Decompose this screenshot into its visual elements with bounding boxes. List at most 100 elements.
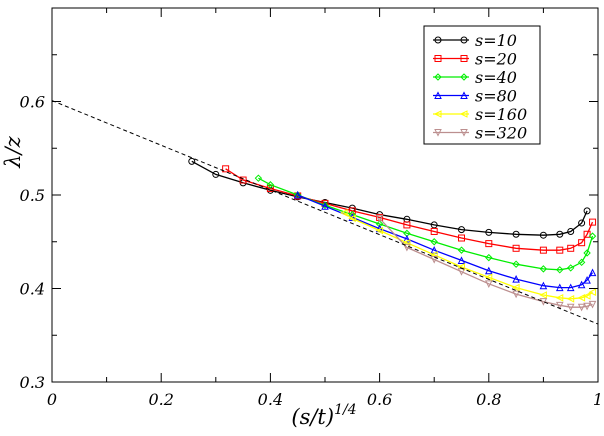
data-point [577,280,586,289]
plot-inner [52,100,598,325]
series-line [191,160,588,236]
legend-entry: s=320 [433,124,527,143]
legend-marker-start [434,129,442,137]
data-point [566,303,575,312]
data-point [403,243,411,252]
data-point [555,301,564,310]
data-point [485,228,493,236]
data-point [485,253,493,262]
data-point [375,220,384,228]
data-point [582,292,591,300]
x-axis-label-exponent: 1/4 [334,402,357,418]
x-axis-label: (s/t)1/4 [291,402,356,429]
y-tick-label: 0.3 [20,373,45,392]
y-tick-label: 0.5 [20,186,45,205]
data-point [583,230,591,238]
legend-label: s=80 [475,87,517,106]
data-point [566,283,575,292]
data-point [589,218,597,226]
data-point [293,190,302,199]
data-point [254,174,263,182]
data-point [403,221,411,229]
data-point [539,291,547,299]
data-point [375,226,384,235]
plot-area [52,100,598,325]
x-tick-label: 0.4 [258,390,283,409]
data-point [539,281,548,290]
data-point [566,264,575,272]
data-point [556,246,564,254]
data-point [577,258,586,267]
legend-marker-end [460,73,468,81]
y-axis-label: λ/z [1,135,25,168]
data-point [555,283,564,292]
data-point [430,238,438,246]
data-point [583,302,591,311]
legend-entry: s=10 [433,31,517,50]
data-point [588,300,597,309]
legend-marker-end [460,36,468,44]
legend-marker-end [459,110,468,118]
reference-dashed-line [52,100,598,325]
data-point [588,232,597,240]
data-point [578,219,586,227]
series-s=20 [222,165,597,254]
data-point [430,256,439,264]
legend-label: s=40 [475,68,517,87]
data-point [321,201,329,209]
x-tick-label: 1 [593,390,603,409]
data-point [239,176,247,184]
legend-marker-start [434,91,442,99]
data-point [188,157,196,165]
data-point [539,246,547,254]
y-tick-label: 0.4 [20,280,45,299]
x-tick-label: 0 [47,390,57,409]
legend-entry: s=40 [433,68,517,87]
legend-label: s=20 [475,50,517,69]
legend-marker-start [434,55,442,62]
legend-label: s=160 [475,105,527,124]
legend-marker-end [460,91,468,99]
data-point [567,244,575,252]
data-point [512,260,520,268]
legend-marker-end [460,55,468,62]
data-point [577,294,586,302]
data-point [539,231,547,239]
legend-marker-start [434,73,442,81]
series-s=80 [293,190,597,292]
data-point [512,275,520,283]
legend-label: s=10 [475,31,517,50]
data-point [588,288,597,297]
data-point [484,280,493,288]
legend-label: s=320 [475,124,527,143]
series-line [297,194,594,289]
data-point [457,256,466,264]
data-point [266,181,275,189]
data-point [578,239,586,247]
data-point [212,170,220,178]
data-point [321,202,329,210]
data-point [511,283,520,292]
data-point [512,290,520,299]
data-point [222,165,230,173]
data-point [555,294,564,302]
legend-marker-end [460,129,468,137]
legend-entry: s=20 [433,50,517,69]
data-point [484,266,493,275]
data-point [512,230,520,238]
legend-box [423,25,541,145]
data-point [556,266,564,274]
data-point [567,227,575,235]
data-point [403,234,411,243]
data-point [485,240,493,248]
data-point [458,226,465,234]
series-line [225,168,594,251]
data-point [566,294,575,303]
data-point [457,246,466,254]
x-tick-label: 0.8 [476,390,501,409]
y-axis: 0.3 0.4 0.5 0.6 [20,54,598,392]
series-line [379,217,593,308]
data-point [583,275,591,284]
data-point [512,244,520,252]
